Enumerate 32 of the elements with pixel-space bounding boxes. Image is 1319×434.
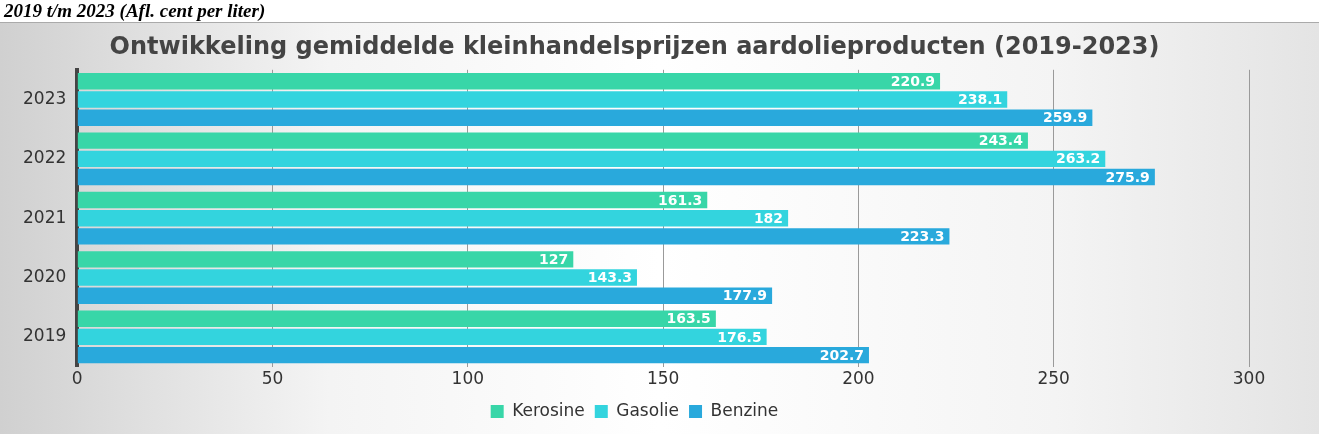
data-label: 223.3 — [900, 228, 945, 245]
y-tick-label: 2023 — [23, 87, 67, 108]
legend-label: Kerosine — [512, 399, 585, 420]
data-label: 176.5 — [717, 328, 762, 345]
data-label: 161.3 — [657, 191, 703, 208]
x-tick-label: 150 — [646, 368, 680, 389]
data-label: 127 — [539, 251, 569, 267]
y-tick-label: 2022 — [23, 147, 67, 168]
data-label: 182 — [753, 209, 784, 226]
x-tick-label: 250 — [1037, 368, 1070, 389]
data-label: 177.9 — [722, 287, 768, 304]
data-label: 243.4 — [978, 132, 1024, 149]
y-tick-label: 2019 — [23, 325, 67, 346]
data-label: 238.1 — [957, 91, 1003, 108]
legend-label: Benzine — [710, 399, 779, 420]
x-tick-label: 100 — [451, 368, 485, 389]
y-tick-label: 2021 — [23, 206, 67, 227]
data-label: 202.7 — [819, 346, 864, 363]
x-tick-label: 200 — [842, 368, 875, 389]
x-tick-label: 50 — [261, 368, 284, 389]
data-label: 263.2 — [1055, 150, 1101, 167]
text: 2019 t/m 2023 (Afl. cent per liter) — [3, 0, 267, 22]
x-tick-label: 300 — [1232, 368, 1266, 389]
x-tick-label: 0 — [71, 368, 83, 389]
data-label: 143.3 — [587, 269, 632, 286]
chart-title: Ontwikkeling gemiddelde kleinhandelsprijzen aardolieproducten (2019-2023) — [109, 31, 1160, 60]
data-label: 259.9 — [1043, 109, 1088, 126]
legend-label: Gasolie — [616, 399, 680, 420]
data-label: 275.9 — [1105, 168, 1150, 185]
y-tick-label: 2020 — [23, 265, 67, 286]
data-label: 163.5 — [666, 310, 711, 327]
data-label: 220.9 — [890, 72, 936, 89]
